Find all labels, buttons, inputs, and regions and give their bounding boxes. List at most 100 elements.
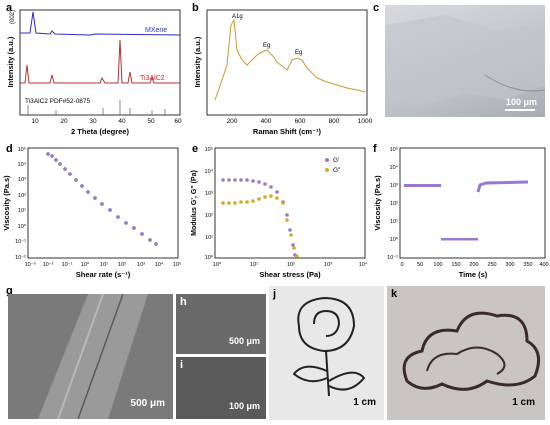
segment-2: [441, 238, 478, 241]
panel-label-e: e: [192, 143, 199, 155]
panel-label-j: j: [273, 288, 277, 300]
mxene-label: MXene: [145, 27, 167, 34]
panel-label-g: g: [6, 285, 13, 297]
xtick: 10¹: [250, 262, 258, 268]
ytick: 10⁻²: [15, 255, 26, 261]
segment-1: [404, 184, 441, 187]
ytick: 10²: [18, 193, 26, 199]
ytick: 10⁴: [390, 164, 399, 171]
panel-label-d: d: [6, 143, 13, 155]
ytick: 10¹: [18, 208, 26, 214]
ytick: 10³: [390, 183, 398, 189]
xtick: 1000: [358, 118, 372, 125]
xtick: 20: [60, 118, 68, 125]
xtick: 10: [31, 118, 39, 125]
xtick: 350: [523, 262, 532, 268]
xtick: 10⁴: [359, 261, 368, 268]
xtick: 10³: [324, 262, 332, 268]
xtick: 10⁻²: [43, 262, 54, 268]
ytick: 10³: [205, 191, 213, 197]
xlabel: Shear stress (Pa): [259, 270, 321, 279]
panel-label-k: k: [391, 288, 398, 300]
legend-g-prime: G': [333, 157, 339, 164]
xtick: 10⁻³: [25, 262, 36, 268]
ytick: 10¹: [205, 235, 213, 241]
cloud-drawing: [402, 311, 541, 391]
xtick: 150: [451, 262, 460, 268]
scale-bar-label: 500 μm: [130, 398, 165, 409]
peak-eg-1: Eg: [263, 43, 270, 49]
ytick: 10⁻¹: [387, 255, 398, 261]
peak-eg-2: Eg: [295, 50, 302, 56]
panel-label-a: a: [6, 2, 13, 14]
ytick: 10⁰: [205, 254, 214, 261]
xtick: 50: [147, 118, 155, 125]
ylabel: Viscosity (Pa.s): [373, 175, 382, 231]
xrd-ylabel: Intensity (a.u.): [6, 36, 15, 87]
viscosity-points: [46, 152, 158, 246]
ytick: 10⁻¹: [15, 239, 26, 245]
xtick: 250: [487, 262, 496, 268]
xtick: 100: [433, 262, 442, 268]
ytick: 10³: [18, 177, 26, 183]
ytick: 10⁰: [390, 236, 399, 243]
scale-bar-label: 100 μm: [505, 97, 537, 107]
peak-label-002: (002): [10, 10, 16, 24]
printed-cloud-photo: k 1 cm: [387, 286, 545, 420]
ti3alc2-label: Ti3AlC2: [140, 75, 165, 82]
segment-3: [476, 180, 529, 193]
ytick: 10²: [390, 201, 398, 207]
raman-chart: A1g Eg Eg 200 400 600 800 1000 Raman Shi…: [193, 9, 372, 136]
panel-label-h: h: [180, 296, 187, 308]
legend-g-double-prime: G": [333, 167, 341, 174]
xlabel: Time (s): [459, 270, 488, 279]
xrd-chart: (002) MXene Ti3AlC2 Ti3AlC2 PDF#52-0875 …: [6, 9, 182, 136]
sem-cross-section-h: h 500 μm: [176, 294, 266, 354]
reference-label: Ti3AlC2 PDF#52-0875: [25, 98, 91, 105]
peak-a1g: A1g: [232, 14, 243, 20]
ylabel: Viscosity (Pa.s): [2, 175, 11, 231]
legend-marker-g-double-prime: [325, 168, 329, 172]
g-double-prime-points: [221, 194, 299, 258]
raman-ylabel: Intensity (a.u.): [193, 36, 202, 87]
scale-bar-label: 1 cm: [512, 397, 535, 408]
panel-label-i: i: [180, 359, 184, 371]
xtick: 50: [417, 262, 423, 268]
xtick: 10¹: [100, 262, 108, 268]
panel-label-b: b: [192, 2, 199, 14]
xtick: 10⁰: [81, 261, 90, 268]
xtick: 10⁵: [173, 261, 181, 268]
viscosity-shear-chart: 10⁵ 10⁴ 10³ 10² 10¹ 10⁰ 10⁻¹ 10⁻² 10⁻³ 1…: [2, 146, 181, 279]
scale-bar-label: 1 cm: [353, 397, 376, 408]
xtick: 200: [227, 118, 238, 125]
xrd-xlabel: 2 Theta (degree): [71, 127, 129, 136]
ytick: 10¹: [390, 219, 398, 225]
xlabel: Shear rate (s⁻¹): [76, 270, 131, 279]
xtick: 10⁴: [155, 261, 164, 268]
ytick: 10⁵: [18, 146, 26, 153]
panel-label-c: c: [373, 2, 380, 14]
raman-line: [214, 18, 366, 101]
scale-bar-label: 500 μm: [228, 336, 260, 346]
scale-bar: [505, 109, 535, 111]
tem-image: 100 μm: [385, 5, 546, 117]
xtick: 800: [329, 118, 340, 125]
ti3alc2-xrd-line: [20, 39, 180, 84]
g-prime-points: [221, 178, 297, 257]
xtick: 200: [469, 262, 478, 268]
xtick: 300: [505, 262, 514, 268]
sem-fiber-image: 500 μm: [8, 294, 173, 419]
ytick: 10⁰: [18, 223, 27, 230]
xtick: 400: [261, 118, 272, 125]
printed-flower-photo: j 1 cm: [269, 286, 384, 420]
xtick: 10²: [287, 262, 295, 268]
ytick: 10⁴: [205, 168, 214, 175]
panel-label-f: f: [373, 143, 377, 155]
xtick: 10⁻¹: [62, 262, 73, 268]
xtick: 10⁰: [213, 261, 222, 268]
legend-marker-g-prime: [325, 158, 329, 162]
flower-drawing: [292, 296, 366, 397]
ytick: 10⁵: [390, 146, 398, 153]
raman-xlabel: Raman Shift (cm⁻¹): [253, 127, 322, 136]
sem-cross-section-i: i 100 μm: [176, 357, 266, 419]
